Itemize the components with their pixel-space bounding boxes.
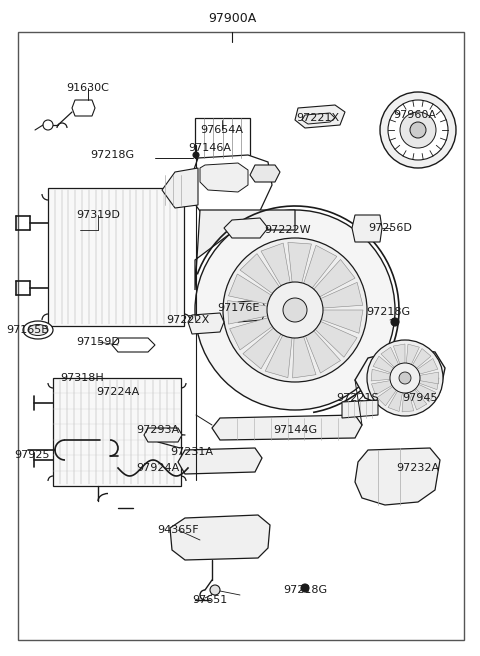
Polygon shape: [243, 328, 281, 369]
Polygon shape: [377, 386, 396, 406]
Text: 97256D: 97256D: [368, 223, 412, 233]
Polygon shape: [162, 168, 198, 208]
Polygon shape: [228, 274, 271, 304]
Text: 97654A: 97654A: [201, 125, 243, 135]
Circle shape: [193, 152, 199, 158]
Circle shape: [195, 210, 395, 410]
Polygon shape: [416, 384, 436, 402]
Polygon shape: [394, 344, 405, 364]
Polygon shape: [250, 165, 280, 182]
Text: 97293A: 97293A: [136, 425, 180, 435]
Polygon shape: [420, 372, 439, 384]
Polygon shape: [388, 391, 402, 411]
Polygon shape: [72, 100, 95, 116]
Polygon shape: [342, 400, 378, 418]
Polygon shape: [314, 260, 355, 297]
Bar: [195, 118, 250, 158]
Text: 94365F: 94365F: [157, 525, 199, 535]
Circle shape: [283, 298, 307, 322]
Ellipse shape: [28, 325, 48, 335]
Circle shape: [400, 112, 436, 148]
Text: 97218G: 97218G: [283, 585, 327, 595]
Polygon shape: [417, 358, 438, 374]
Circle shape: [267, 282, 323, 338]
Polygon shape: [212, 415, 362, 440]
Circle shape: [43, 120, 53, 130]
Text: 97224A: 97224A: [96, 387, 140, 397]
Polygon shape: [381, 347, 399, 367]
Polygon shape: [224, 218, 268, 238]
Polygon shape: [265, 335, 292, 378]
Text: 97925: 97925: [14, 450, 50, 460]
Polygon shape: [372, 380, 392, 395]
Circle shape: [410, 122, 426, 138]
Text: 97222X: 97222X: [167, 315, 210, 325]
Polygon shape: [195, 210, 295, 290]
Polygon shape: [170, 515, 270, 560]
Text: 97960A: 97960A: [394, 110, 436, 120]
Polygon shape: [288, 242, 312, 283]
Polygon shape: [305, 331, 340, 373]
Circle shape: [390, 363, 420, 393]
Polygon shape: [200, 163, 248, 192]
Polygon shape: [228, 300, 268, 324]
Polygon shape: [321, 310, 363, 333]
Polygon shape: [412, 348, 431, 369]
Text: 97924A: 97924A: [136, 463, 180, 473]
Circle shape: [210, 585, 220, 595]
Text: 97222W: 97222W: [264, 225, 312, 235]
Polygon shape: [144, 428, 182, 442]
Text: 97318H: 97318H: [60, 373, 104, 383]
Polygon shape: [304, 245, 337, 288]
Bar: [53, 378, 181, 486]
Text: 97146A: 97146A: [189, 143, 231, 153]
Ellipse shape: [23, 321, 53, 339]
Polygon shape: [302, 113, 335, 124]
Text: 97900A: 97900A: [208, 12, 256, 24]
Polygon shape: [261, 243, 290, 286]
Polygon shape: [295, 105, 345, 128]
Polygon shape: [240, 254, 279, 293]
Circle shape: [388, 100, 448, 160]
Circle shape: [391, 318, 399, 326]
Circle shape: [380, 92, 456, 168]
Text: 97221S: 97221S: [336, 393, 379, 403]
Circle shape: [301, 584, 309, 592]
Polygon shape: [410, 390, 427, 410]
Text: 97651: 97651: [192, 595, 228, 605]
Polygon shape: [293, 337, 316, 378]
Text: 97221X: 97221X: [297, 113, 339, 123]
Polygon shape: [352, 215, 382, 242]
Text: 97231A: 97231A: [170, 447, 214, 457]
Polygon shape: [188, 313, 224, 334]
Text: 97945: 97945: [402, 393, 438, 403]
Text: 97165B: 97165B: [7, 325, 49, 335]
Polygon shape: [419, 378, 439, 390]
Text: 91630C: 91630C: [67, 83, 109, 93]
Polygon shape: [355, 448, 440, 505]
Text: 97159D: 97159D: [76, 337, 120, 347]
Polygon shape: [234, 300, 266, 322]
Polygon shape: [192, 155, 272, 225]
Polygon shape: [321, 282, 363, 308]
Polygon shape: [315, 321, 357, 358]
Polygon shape: [355, 348, 445, 408]
Circle shape: [399, 372, 411, 384]
Polygon shape: [373, 356, 394, 373]
Polygon shape: [402, 392, 414, 412]
Polygon shape: [229, 318, 272, 350]
Polygon shape: [371, 369, 391, 381]
Text: 97144G: 97144G: [273, 425, 317, 435]
Text: 97232A: 97232A: [396, 463, 440, 473]
Text: 97319D: 97319D: [76, 210, 120, 220]
Circle shape: [367, 340, 443, 416]
Bar: [48, 188, 184, 326]
Polygon shape: [406, 344, 420, 364]
Circle shape: [223, 238, 367, 382]
Text: 97176E: 97176E: [217, 303, 259, 313]
Polygon shape: [112, 338, 155, 352]
Polygon shape: [178, 448, 262, 474]
Text: 97218G: 97218G: [366, 307, 410, 317]
Text: 97218G: 97218G: [90, 150, 134, 160]
